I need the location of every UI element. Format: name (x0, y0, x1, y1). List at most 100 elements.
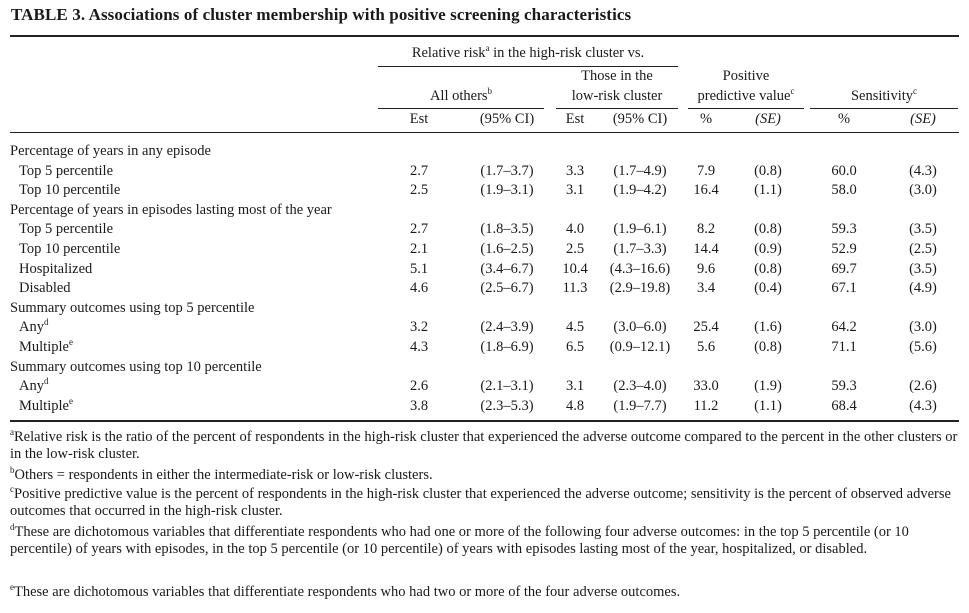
row-label-sup: e (68, 396, 73, 407)
footnote: dThese are dichotomous variables that di… (10, 522, 960, 558)
header-low-risk-line1: Those in the (581, 68, 653, 84)
header-all-others-label: All others (429, 88, 488, 104)
footnote-text: These are dichotomous variables that dif… (14, 584, 681, 600)
table-cell: 59.3 (831, 221, 857, 237)
table-cell: 4.8 (565, 398, 585, 414)
header-low-risk-line2: low-risk cluster (571, 88, 663, 104)
table-cell: (5.6) (909, 339, 937, 355)
table-cell: 7.9 (696, 163, 716, 179)
row-label-sup: e (68, 337, 73, 348)
header-group-label: Relative risk (411, 45, 486, 61)
header-sensitivity: Sensitivityc (810, 86, 958, 105)
footnote-text: Relative risk is the ratio of the percen… (10, 429, 958, 462)
subheader-est-1: Est (409, 111, 429, 127)
footnote-marker: a (10, 427, 14, 438)
header-sensitivity-rule (810, 108, 958, 110)
table-cell: 69.7 (831, 261, 857, 277)
table-cell: (4.9) (909, 280, 937, 296)
table-cell: 67.1 (831, 280, 857, 296)
bottom-rule (10, 420, 959, 422)
row-label-text: Top 10 percentile (19, 241, 121, 257)
table-cell: (1.1) (754, 398, 782, 414)
header-group-relative-risk: Relative riska in the high-risk cluster … (378, 44, 678, 62)
table-cell: (1.1) (754, 182, 782, 198)
table-cell: (1.8–6.9) (480, 339, 534, 355)
table-cell: (1.7–3.3) (613, 241, 667, 257)
table-cell: (3.0–6.0) (613, 319, 667, 335)
row-label-text: Top 10 percentile (19, 182, 121, 198)
table-cell: 10.4 (562, 261, 588, 277)
table-cell: (0.9–12.1) (609, 339, 671, 355)
footnote: aRelative risk is the ratio of the perce… (10, 427, 960, 463)
row-label-text: Any (19, 378, 44, 394)
row-label: Top 10 percentile (19, 182, 120, 199)
table-cell: (1.9–6.1) (613, 221, 667, 237)
row-label: Top 5 percentile (19, 163, 113, 180)
header-low-risk-rule (556, 108, 678, 110)
table-cell: 25.4 (693, 319, 719, 335)
table-cell: 60.0 (831, 163, 857, 179)
table-cell: 33.0 (693, 378, 719, 394)
table-cell: 3.1 (565, 378, 585, 394)
table-cell: 3.2 (409, 319, 429, 335)
header-ppv-sup: c (790, 86, 795, 97)
table-cell: (2.5–6.7) (480, 280, 534, 296)
row-label-sup: d (43, 376, 49, 387)
row-label: Anyd (19, 376, 49, 395)
header-group-rule (378, 66, 678, 68)
header-sensitivity-sup: c (913, 86, 918, 97)
section-heading: Summary outcomes using top 10 percentile (10, 359, 262, 375)
row-label: Multiplee (19, 396, 73, 415)
table-cell: 3.4 (696, 280, 716, 296)
table-cell: 11.2 (693, 398, 719, 414)
top-rule (10, 35, 959, 37)
row-label-text: Multiple (19, 398, 69, 414)
table-cell: 52.9 (831, 241, 857, 257)
subheader-ppv-se: (SE) (755, 111, 781, 127)
table-cell: (2.3–5.3) (480, 398, 534, 414)
header-all-others: All othersb (378, 86, 544, 105)
subheader-sens-pct: % (837, 111, 851, 127)
table-cell: 59.3 (831, 378, 857, 394)
header-ppv-line1: Positive (722, 68, 770, 84)
section-heading: Summary outcomes using top 5 percentile (10, 300, 255, 316)
table-cell: 4.5 (565, 319, 585, 335)
table-cell: (2.5) (909, 241, 937, 257)
table-cell: 2.5 (565, 241, 585, 257)
row-label: Anyd (19, 317, 49, 336)
footnote: eThese are dichotomous variables that di… (10, 582, 960, 601)
table-cell: 11.3 (562, 280, 588, 296)
row-label-sup: d (43, 317, 49, 328)
row-label: Top 5 percentile (19, 221, 113, 238)
row-label-text: Multiple (19, 339, 69, 355)
subheader-ci-2: (95% CI) (612, 111, 668, 127)
header-all-others-rule (378, 108, 544, 110)
footnote-marker: e (10, 582, 14, 593)
table-cell: (4.3) (909, 163, 937, 179)
header-all-others-sup: b (487, 86, 493, 97)
row-label-text: Top 5 percentile (19, 221, 114, 237)
table-cell: (0.8) (754, 163, 782, 179)
table-cell: 14.4 (693, 241, 719, 257)
footnote-text: These are dichotomous variables that dif… (10, 524, 909, 557)
table-cell: (1.9–7.7) (613, 398, 667, 414)
table-cell: 9.6 (696, 261, 716, 277)
footnote-marker: d (10, 522, 15, 533)
table-cell: (2.9–19.8) (609, 280, 671, 296)
header-bottom-rule (10, 132, 959, 134)
table-cell: (3.0) (909, 182, 937, 198)
header-sensitivity-label: Sensitivity (850, 88, 914, 104)
footnote-marker: b (10, 465, 15, 476)
table-cell: (3.4–6.7) (480, 261, 534, 277)
row-label: Top 10 percentile (19, 241, 120, 258)
table-cell: 68.4 (831, 398, 857, 414)
table-cell: (1.7–4.9) (613, 163, 667, 179)
table-cell: 4.6 (409, 280, 429, 296)
footnote-marker: c (10, 484, 14, 495)
table-cell: 5.6 (696, 339, 716, 355)
table-cell: 3.1 (565, 182, 585, 198)
table-cell: (1.9–3.1) (480, 182, 534, 198)
table-cell: 58.0 (831, 182, 857, 198)
table-cell: (4.3–16.6) (609, 261, 671, 277)
row-label: Hospitalized (19, 261, 92, 278)
